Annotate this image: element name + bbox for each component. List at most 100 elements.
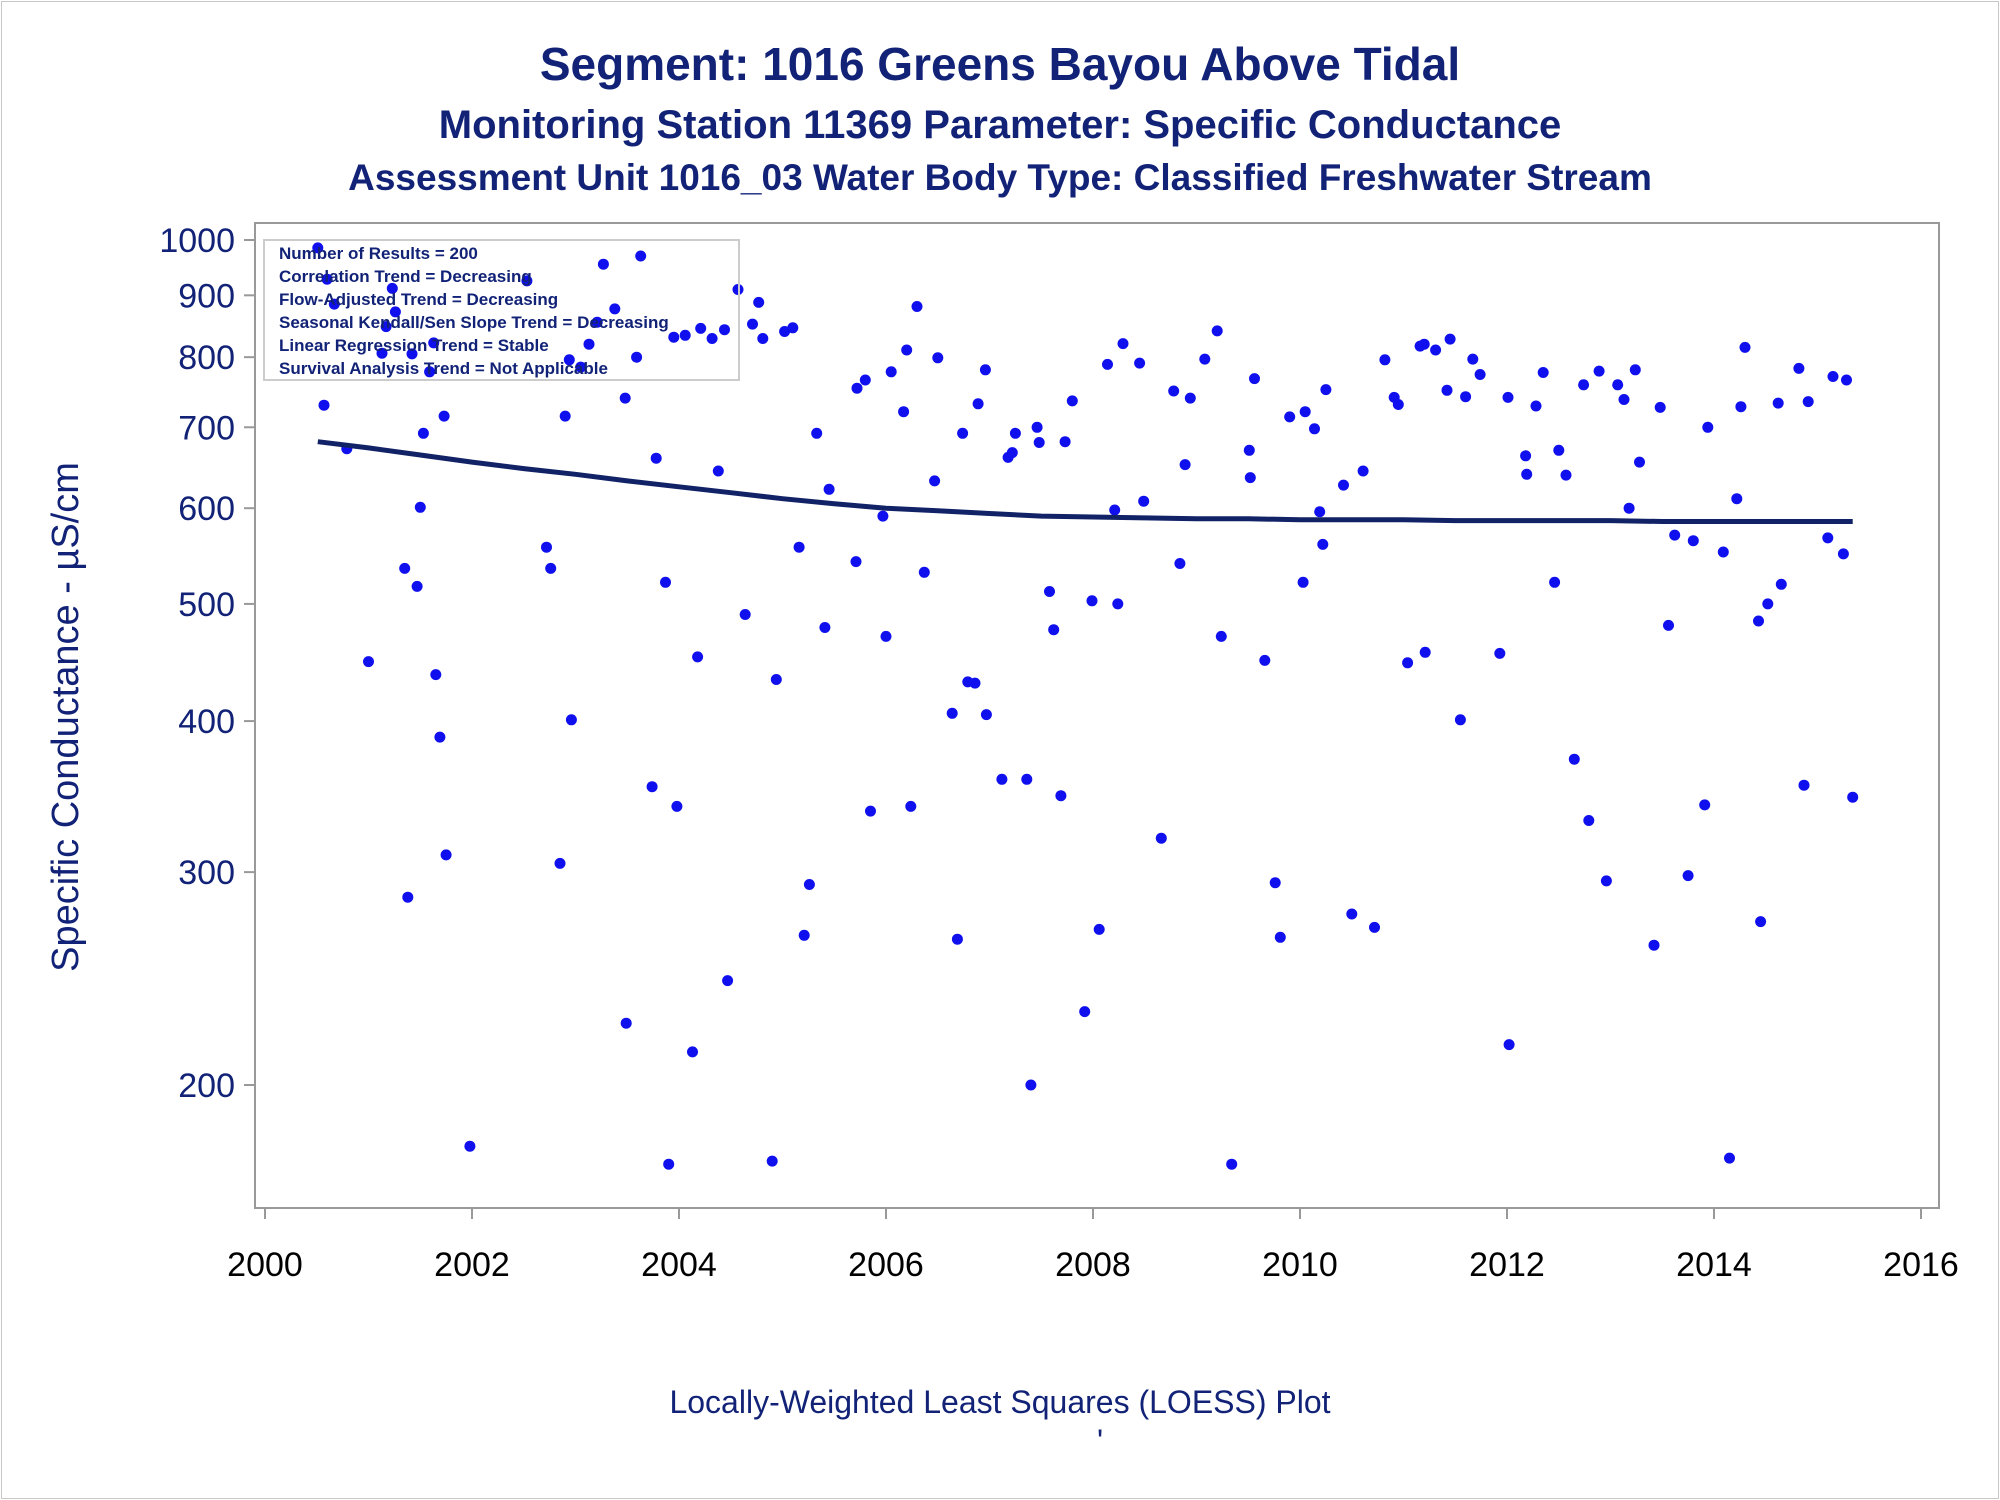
data-point [819,622,831,633]
data-point [1702,421,1714,433]
data-point [1168,385,1180,397]
data-point [851,382,863,394]
data-point [929,475,941,487]
data-point [1309,423,1320,435]
x-tick-label: 2016 [1883,1246,1959,1284]
y-tick-label: 700 [178,409,235,447]
data-point [766,1155,778,1167]
data-point [1762,598,1774,610]
data-point [424,366,436,378]
data-point [1066,395,1078,407]
data-point [1249,373,1260,385]
data-point [1537,367,1549,378]
data-point [646,781,658,793]
data-point [1724,1152,1735,1164]
data-point [1612,379,1624,391]
data-point [1269,877,1281,889]
data-point [1025,1079,1037,1091]
data-point [1006,447,1018,459]
data-point [803,879,815,890]
data-point [850,556,862,568]
data-point [402,891,414,903]
x-tick-label: 2004 [641,1246,717,1284]
data-point [753,296,765,308]
stats-line-results: Number of Results = 200 [279,244,478,263]
data-point [660,576,671,588]
data-point [541,541,552,553]
data-point [554,857,566,869]
data-point [798,929,810,941]
data-point [679,329,691,341]
data-point [1444,333,1456,345]
x-tick-label: 2002 [434,1246,510,1284]
y-tick-label: 300 [178,854,235,892]
data-point [380,321,392,333]
data-point [1735,401,1747,413]
data-point [1215,630,1227,642]
data-point [438,410,450,422]
data-point [591,316,603,328]
data-point [521,275,533,287]
data-point [1009,427,1021,439]
data-point [980,709,992,721]
data-point [1654,401,1666,413]
data-point [1841,374,1852,386]
data-point [545,562,557,574]
data-point [687,1046,698,1058]
stats-line-correlation: Correlation Trend = Decreasing [279,267,532,286]
chart-title: Segment: 1016 Greens Bayou Above Tidal [540,38,1460,90]
data-point [787,322,799,334]
data-point [1623,502,1635,514]
data-point [918,566,930,578]
data-point [739,609,751,620]
data-point [411,580,423,592]
data-point [619,392,631,404]
data-point [668,331,680,343]
y-tick-label: 400 [178,703,235,741]
data-point [1033,437,1045,448]
data-point [631,351,643,363]
data-point [969,677,981,689]
data-point [996,773,1008,785]
data-point [1244,472,1256,484]
data-point [719,324,730,336]
data-point [1827,371,1839,382]
data-point [1430,344,1442,356]
data-point [1793,362,1805,374]
x-tick-label: 2014 [1676,1246,1752,1284]
data-point [1521,468,1533,480]
data-point [1618,394,1630,405]
data-point [1138,495,1150,507]
data-point [328,298,340,310]
data-point [583,338,595,350]
data-point [1593,365,1605,377]
data-point [318,399,330,411]
data-point [695,322,707,334]
data-point [957,427,969,439]
data-point [1317,538,1329,550]
data-point [1494,647,1506,659]
data-point [1174,558,1186,569]
data-point [722,975,734,987]
data-point [563,354,575,366]
data-point [1044,586,1055,597]
x-tick-label: 2010 [1262,1246,1338,1284]
data-point [757,333,769,344]
data-point [1357,465,1369,477]
data-point [1753,615,1764,627]
data-point [885,366,897,378]
data-point [1392,399,1404,410]
data-point [417,427,429,439]
data-point [692,651,704,663]
data-point [1847,791,1859,803]
data-point [1314,506,1326,518]
data-point [1402,657,1414,669]
data-point [389,306,401,318]
data-point [946,707,958,719]
data-point [671,800,683,812]
data-point [793,541,805,553]
data-point [1687,535,1699,547]
y-tick-label: 200 [178,1067,235,1105]
x-tick-label: 2006 [848,1246,924,1284]
data-point [1583,815,1595,826]
